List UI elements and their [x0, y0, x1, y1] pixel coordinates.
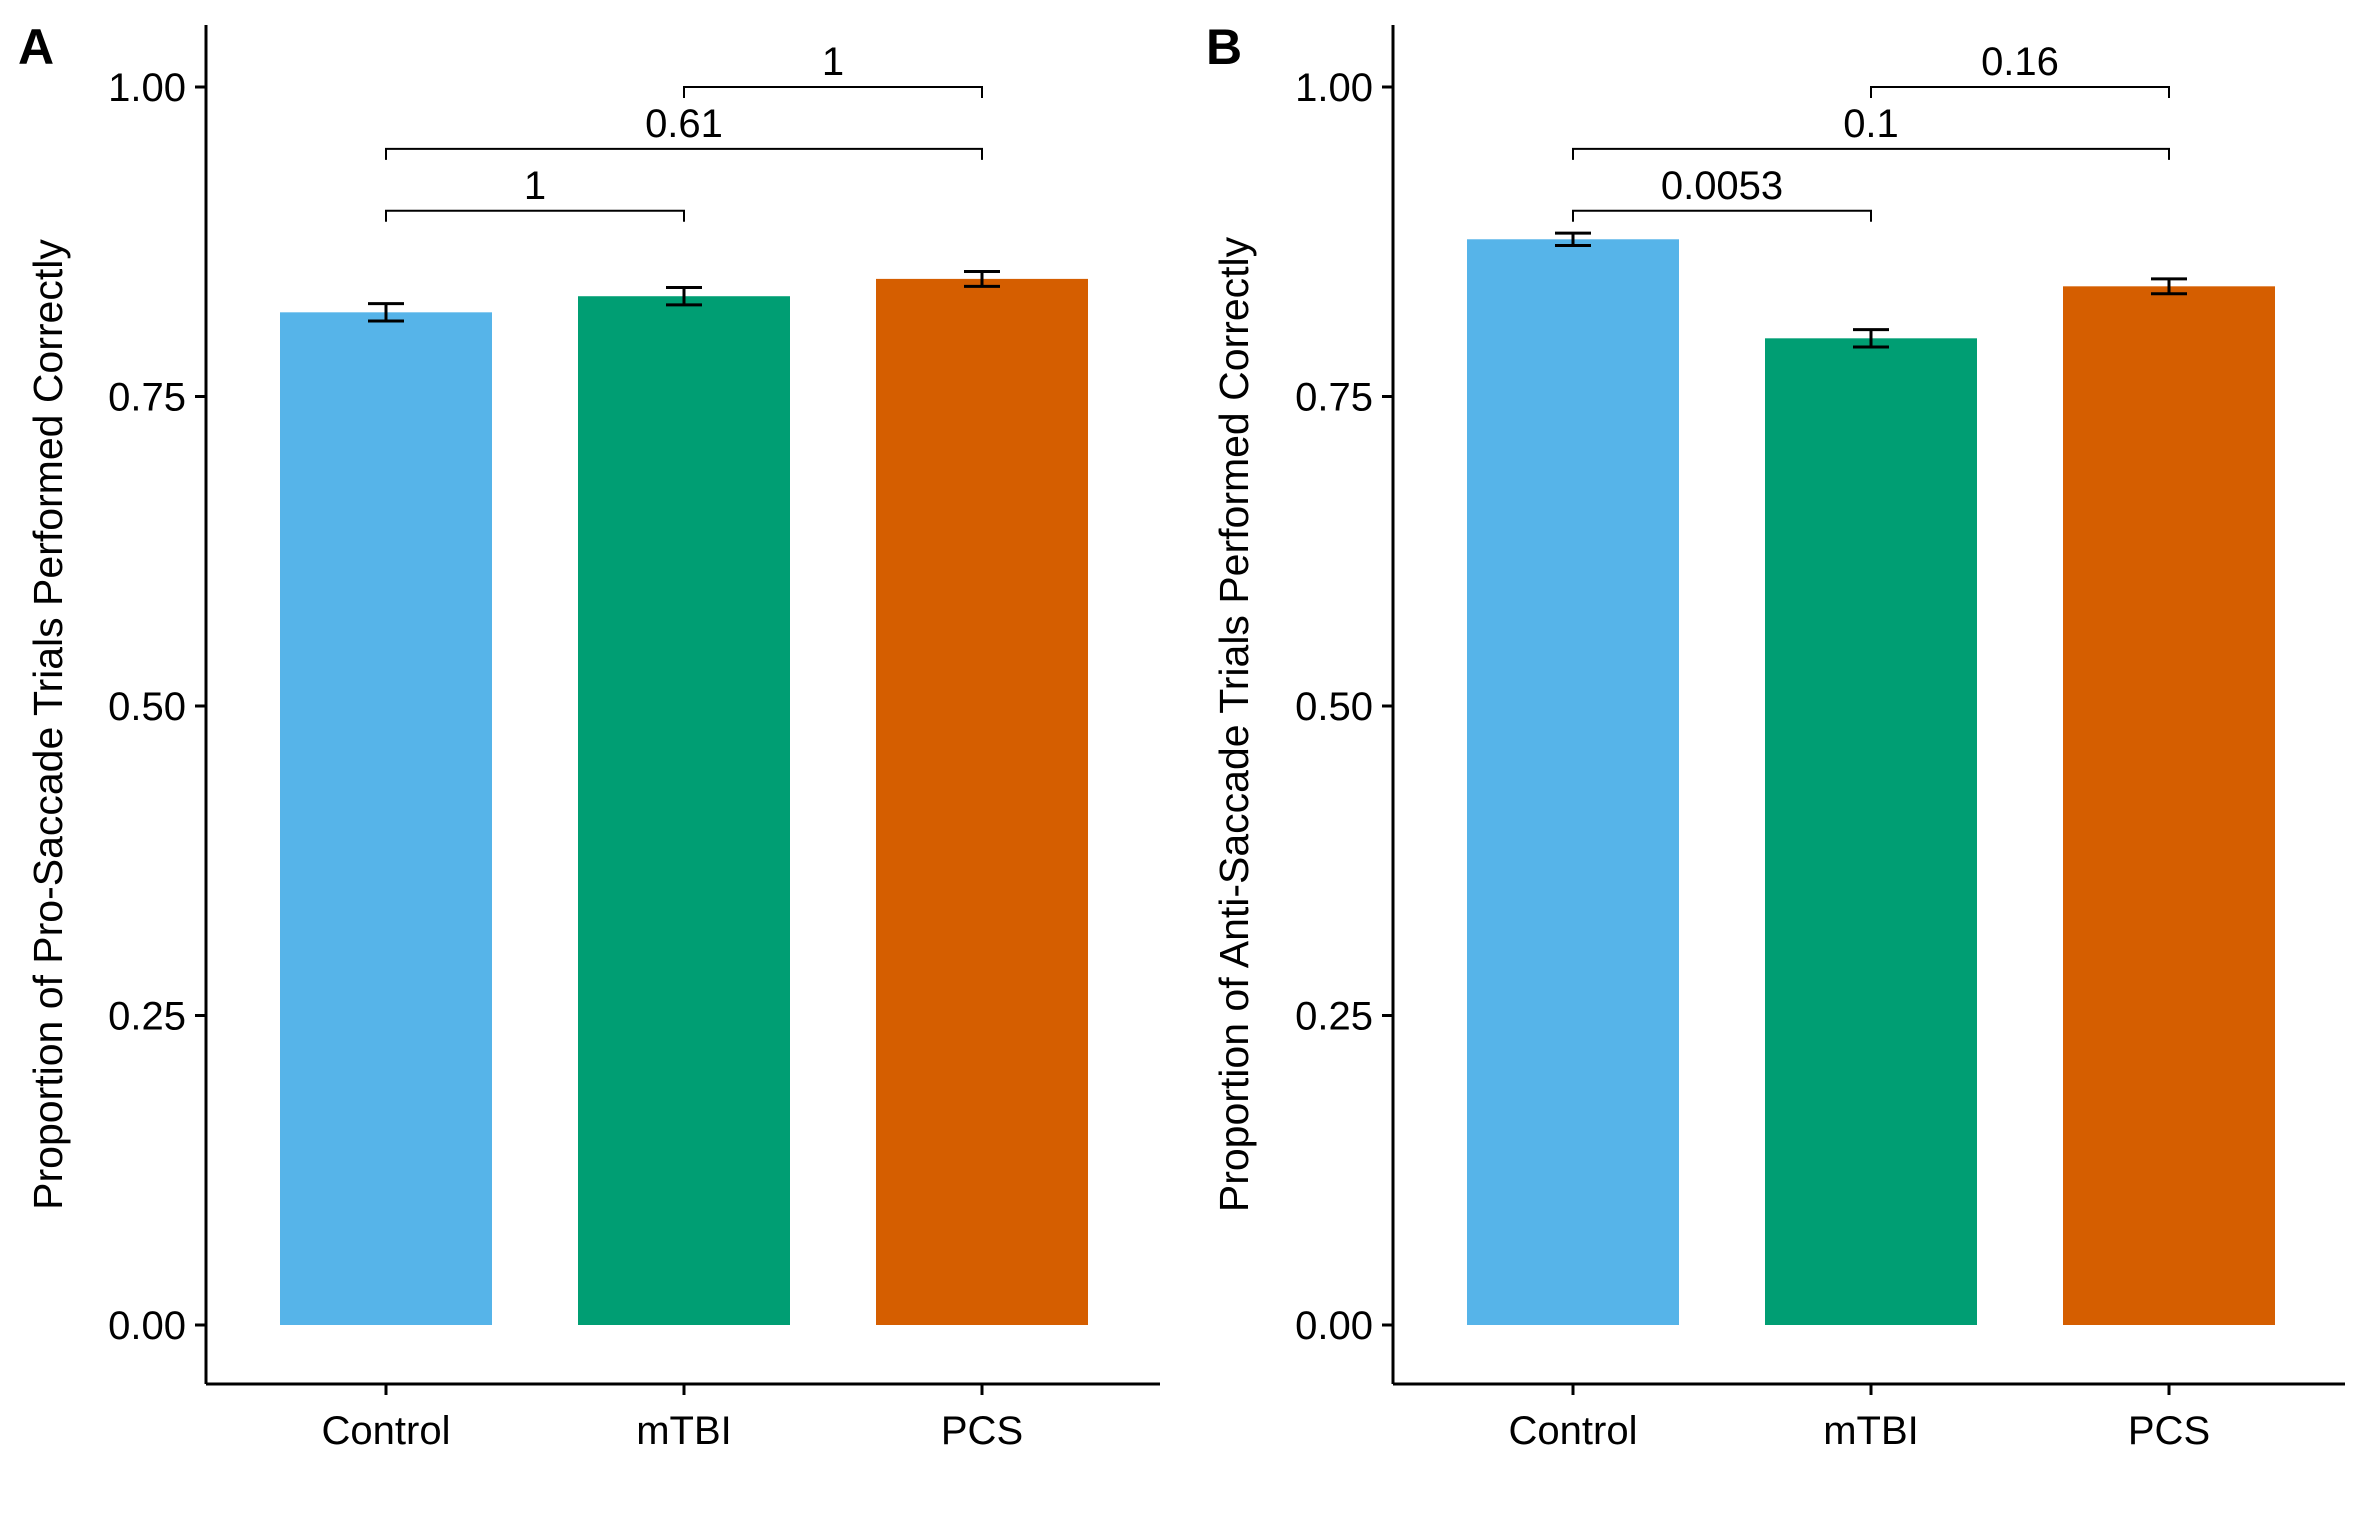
- y-tick-label: 1.00: [108, 66, 186, 110]
- bar-mtbi: [1765, 338, 1977, 1326]
- bar-mtbi: [578, 296, 790, 1326]
- bar-control: [280, 312, 492, 1325]
- bar-pcs: [2063, 286, 2275, 1325]
- y-axis-label: Proportion of Pro-Saccade Trials Perform…: [25, 239, 71, 1210]
- y-tick-label: 0.50: [108, 685, 186, 729]
- panel-letter: A: [18, 19, 54, 75]
- panel-a: 0.00 0.25 0.50 0.75 1.00 Control mTBI PCS 1 0.61 1…: [18, 19, 1160, 1453]
- y-tick-label: 0.25: [1295, 995, 1373, 1039]
- comparison-p-value: 0.61: [645, 102, 723, 146]
- comparison-p-value: 1: [524, 164, 546, 208]
- bar-control: [1467, 239, 1679, 1325]
- comparison-bracket: [1870, 86, 2170, 98]
- comparison-bracket: [385, 209, 685, 222]
- panel-b: 0.00 0.25 0.50 0.75 1.00 Control mTBI PCS 0.0053…: [1206, 19, 2345, 1453]
- comparison-p-value: 0.0053: [1661, 164, 1783, 208]
- bar-pcs: [876, 278, 1088, 1325]
- comparison-bracket: [385, 147, 983, 160]
- comparison-bracket: [1572, 147, 2170, 160]
- y-axis-label: Proportion of Anti-Saccade Trials Perfor…: [1211, 236, 1257, 1212]
- comparison-bracket: [683, 86, 983, 98]
- x-tick-label: Control: [322, 1409, 451, 1453]
- y-tick-label: 0.75: [1295, 376, 1373, 420]
- x-tick-label: Control: [1509, 1409, 1638, 1453]
- y-tick-label: 1.00: [1295, 66, 1373, 110]
- x-tick-label: PCS: [941, 1409, 1023, 1453]
- comparison-p-value: 0.16: [1981, 40, 2059, 84]
- x-tick-label: mTBI: [636, 1409, 732, 1453]
- x-tick-label: mTBI: [1823, 1409, 1919, 1453]
- y-tick-label: 0.00: [108, 1304, 186, 1348]
- comparison-p-value: 1: [822, 40, 844, 84]
- y-tick-label: 0.25: [108, 995, 186, 1039]
- y-tick-label: 0.50: [1295, 685, 1373, 729]
- comparison-bracket: [1572, 209, 1872, 222]
- x-tick-label: PCS: [2128, 1409, 2210, 1453]
- y-tick-label: 0.75: [108, 376, 186, 420]
- comparison-p-value: 0.1: [1843, 102, 1899, 146]
- y-tick-label: 0.00: [1295, 1304, 1373, 1348]
- panel-letter: B: [1206, 19, 1242, 75]
